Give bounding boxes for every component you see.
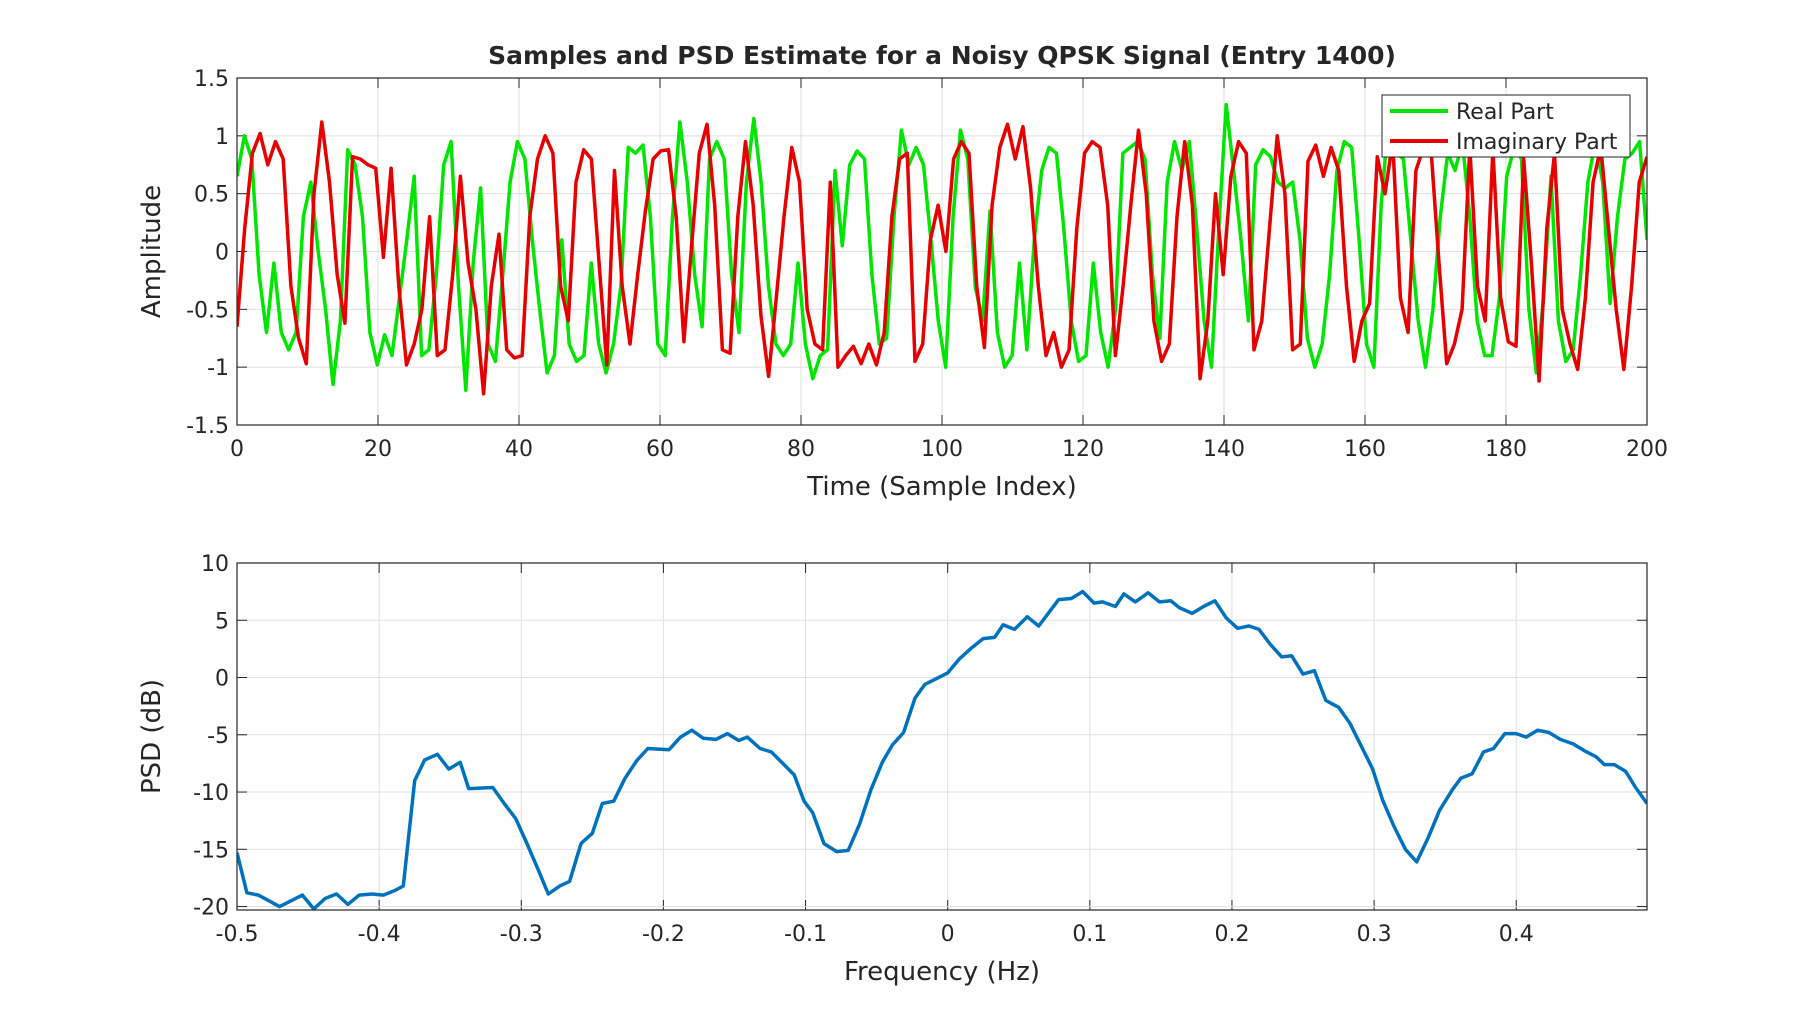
x-tick-label: -0.4	[358, 922, 401, 947]
x-tick-label: 200	[1626, 437, 1668, 462]
y-axis-label: Amplitude	[137, 185, 167, 318]
axes-box	[236, 562, 1648, 911]
x-axis-label: Time (Sample Index)	[806, 472, 1077, 502]
x-tick-label: 0.2	[1214, 922, 1249, 947]
x-tick-label: 120	[1062, 437, 1104, 462]
time-domain-axes: 0 20 40 60 80 100 120 140 160 180 200 -1.5 -1 -0.5 0 0.…	[137, 67, 1668, 502]
x-tick-label: 180	[1485, 437, 1527, 462]
y-tick-label: -5	[207, 724, 229, 749]
legend-box	[1381, 94, 1631, 158]
x-tick-label: -0.1	[784, 922, 827, 947]
x-tick-label: 140	[1203, 437, 1245, 462]
y-tick-label: 1	[215, 125, 229, 150]
y-tick-label: 0.5	[194, 183, 229, 208]
x-tick-label: 0	[230, 437, 244, 462]
y-tick-label: -20	[193, 896, 229, 921]
y-tick-label: 10	[201, 552, 229, 577]
chart-title: Samples and PSD Estimate for a Noisy QPS…	[488, 41, 1396, 70]
legend-label: Imaginary Part	[1456, 130, 1618, 155]
x-tick-label: -0.3	[500, 922, 543, 947]
x-tick-label: 80	[787, 437, 815, 462]
y-tick-label: -10	[193, 781, 229, 806]
plot-area	[237, 563, 1647, 910]
y-tick-label: 5	[215, 609, 229, 634]
legend-label: Real Part	[1456, 100, 1554, 125]
y-tick-label: -1	[207, 356, 229, 381]
x-tick-label: -0.5	[216, 922, 259, 947]
x-axis-label: Frequency (Hz)	[844, 957, 1040, 987]
y-tick-label: -0.5	[186, 298, 229, 323]
series-line-psd	[237, 589, 1647, 910]
x-tick-label: 0.1	[1072, 922, 1107, 947]
x-tick-label: 40	[505, 437, 533, 462]
x-tick-label: 100	[921, 437, 963, 462]
y-tick-label: 1.5	[194, 67, 229, 92]
x-tick-label: 0.4	[1499, 922, 1534, 947]
y-axis-label: PSD (dB)	[137, 679, 167, 794]
x-tick-label: 20	[364, 437, 392, 462]
y-tick-label: 0	[215, 667, 229, 692]
x-tick-label: 60	[646, 437, 674, 462]
x-tick-label: 0.3	[1357, 922, 1392, 947]
x-tick-label: -0.2	[642, 922, 685, 947]
x-tick-label: 160	[1344, 437, 1386, 462]
y-tick-label: 0	[215, 241, 229, 266]
y-tick-label: -15	[193, 838, 229, 863]
y-tick-label: -1.5	[186, 414, 229, 439]
legend: Real Part Imaginary Part	[1381, 94, 1631, 158]
series-line-imaginary-part	[237, 120, 1647, 396]
axes-box	[236, 77, 1648, 426]
psd-axes: -0.5 -0.4 -0.3 -0.2 -0.1 0 0.1 0.2 0.3 0.4 -20 -15 -…	[137, 552, 1648, 987]
x-tick-label: 0	[941, 922, 955, 947]
